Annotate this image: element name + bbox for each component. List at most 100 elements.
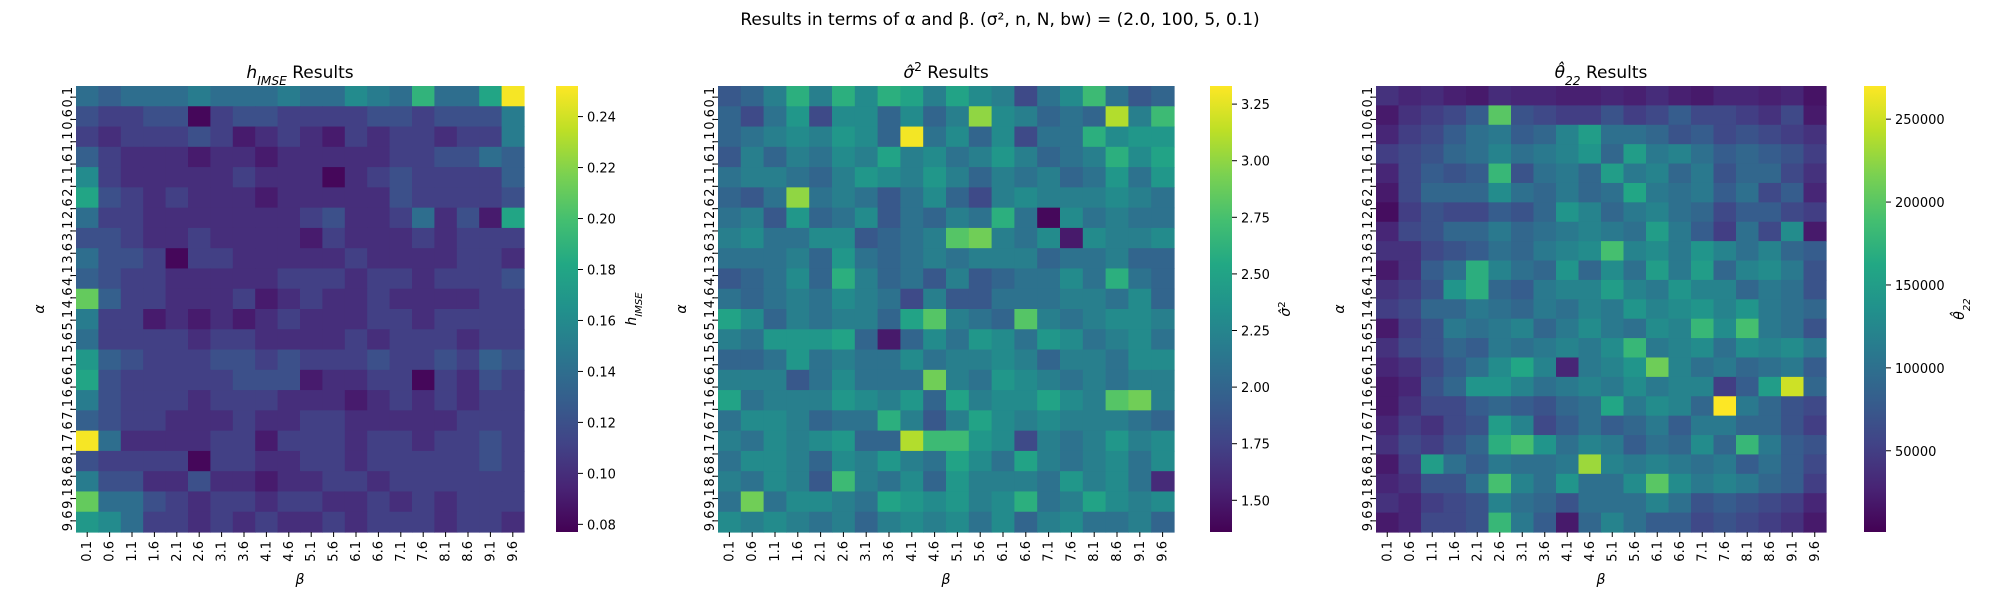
heatmap-cell xyxy=(143,227,167,249)
heatmap-cell xyxy=(1646,473,1670,494)
heatmap-cell xyxy=(1623,415,1647,436)
heatmap-cell xyxy=(1668,318,1692,339)
heatmap-cell xyxy=(210,349,234,371)
heatmap-cell xyxy=(1151,369,1175,391)
heatmap-cell xyxy=(277,369,301,391)
heatmap-cell xyxy=(1421,512,1445,533)
heatmap-cell xyxy=(1781,86,1805,106)
heatmap-cell xyxy=(456,126,480,148)
heatmap-cell xyxy=(786,187,810,209)
heatmap-cell xyxy=(854,167,879,188)
colorbar-tick-label: 150000 xyxy=(1895,279,1945,294)
heatmap-cell xyxy=(1713,473,1737,494)
heatmap-cells xyxy=(718,86,1175,533)
heatmap-cell xyxy=(1713,396,1737,417)
x-tick-label: 1.1 xyxy=(125,541,140,562)
y-tick-label: 1.1 xyxy=(703,131,718,152)
heatmap-cell xyxy=(1376,182,1400,203)
heatmap-cell xyxy=(1781,182,1805,203)
heatmap-cell xyxy=(255,126,279,148)
heatmap-cell xyxy=(434,106,458,128)
heatmap-cell xyxy=(367,329,391,351)
heatmap-cell xyxy=(718,248,742,270)
heatmap-cell xyxy=(1803,202,1827,223)
heatmap-cell xyxy=(1014,329,1038,351)
heatmap-cell xyxy=(1601,241,1625,262)
y-tick-label: 0.1 xyxy=(703,87,718,108)
heatmap-cell xyxy=(1691,182,1715,203)
heatmap-cell xyxy=(98,207,122,229)
heatmap-cell xyxy=(1601,163,1625,184)
heatmap-cell xyxy=(1488,415,1512,436)
heatmap-cell xyxy=(854,288,879,310)
heatmap-cell xyxy=(1488,493,1512,514)
x-tick-label: 5.6 xyxy=(1628,541,1643,562)
heatmap-cell xyxy=(300,86,323,107)
heatmap-cell xyxy=(1376,202,1400,223)
heatmap-cell xyxy=(1128,207,1152,229)
heatmap-cell xyxy=(344,146,368,168)
heatmap-cell xyxy=(277,329,301,351)
heatmap-cell xyxy=(1691,318,1715,339)
x-tick-label: 0.6 xyxy=(103,541,118,562)
heatmap-cell xyxy=(76,106,99,128)
heatmap-cell xyxy=(1533,299,1557,320)
heatmap-cell xyxy=(923,390,947,411)
heatmap-cell xyxy=(900,86,924,107)
heatmap-cell xyxy=(946,511,970,533)
heatmap-cell xyxy=(1014,268,1038,290)
heatmap-cell xyxy=(1668,202,1692,223)
heatmap-cell xyxy=(389,86,413,107)
heatmap-cell xyxy=(1060,248,1084,270)
heatmap-cell xyxy=(76,86,99,107)
heatmap-cell xyxy=(1105,126,1129,148)
heatmap-cell xyxy=(1443,279,1467,300)
x-tick-label: 6.1 xyxy=(996,541,1011,562)
heatmap-cell xyxy=(1376,299,1400,320)
heatmap-cell xyxy=(1758,163,1782,184)
heatmap-cell xyxy=(389,227,413,249)
y-tick-label: 9.1 xyxy=(61,488,76,509)
y-tick-label: 9.6 xyxy=(1361,511,1376,532)
heatmap-cell xyxy=(1060,167,1084,188)
heatmap-cell xyxy=(255,390,279,411)
heatmap-cell xyxy=(1556,318,1580,339)
heatmap-cell xyxy=(232,450,256,472)
heatmap-cell xyxy=(1488,260,1512,281)
heatmap-cell xyxy=(1398,241,1422,262)
heatmap-cell xyxy=(1691,454,1715,475)
heatmap-cell xyxy=(1082,207,1107,229)
heatmap-cell xyxy=(456,207,480,229)
heatmap-cell xyxy=(1105,450,1129,472)
heatmap-cell xyxy=(1060,349,1084,371)
heatmap-cell xyxy=(854,227,879,249)
x-axis-label: β xyxy=(1596,572,1606,588)
heatmap-cell xyxy=(456,491,480,513)
heatmap-cell xyxy=(412,491,435,513)
heatmap-cell xyxy=(1151,410,1175,432)
heatmap-cell xyxy=(946,471,970,493)
heatmap-cell xyxy=(165,349,189,371)
heatmap-cell xyxy=(98,86,122,107)
heatmap-cell xyxy=(1781,512,1805,533)
figure-suptitle: Results in terms of α and β. (σ², n, N, … xyxy=(740,10,1260,30)
heatmap-cell xyxy=(300,491,323,513)
heatmap-cell xyxy=(877,207,901,229)
heatmap-cell xyxy=(991,410,1015,432)
heatmap-cell xyxy=(1623,493,1647,514)
heatmap-cell xyxy=(98,369,122,391)
x-tick-label: 2.6 xyxy=(192,541,207,562)
heatmap-cell xyxy=(1511,144,1535,165)
heatmap-cell xyxy=(900,167,924,188)
heatmap-cell xyxy=(1623,241,1647,262)
heatmap-cell xyxy=(1421,124,1445,145)
heatmap-cell xyxy=(322,268,346,290)
x-tick-label: 8.1 xyxy=(1740,541,1755,562)
heatmap-cell xyxy=(1466,163,1490,184)
heatmap-cell xyxy=(1488,473,1512,494)
heatmap-cell xyxy=(1105,227,1129,249)
heatmap-cell xyxy=(763,248,787,270)
heatmap-cell xyxy=(740,207,765,229)
heatmap-cell xyxy=(718,430,742,452)
heatmap-cell xyxy=(1713,338,1737,359)
